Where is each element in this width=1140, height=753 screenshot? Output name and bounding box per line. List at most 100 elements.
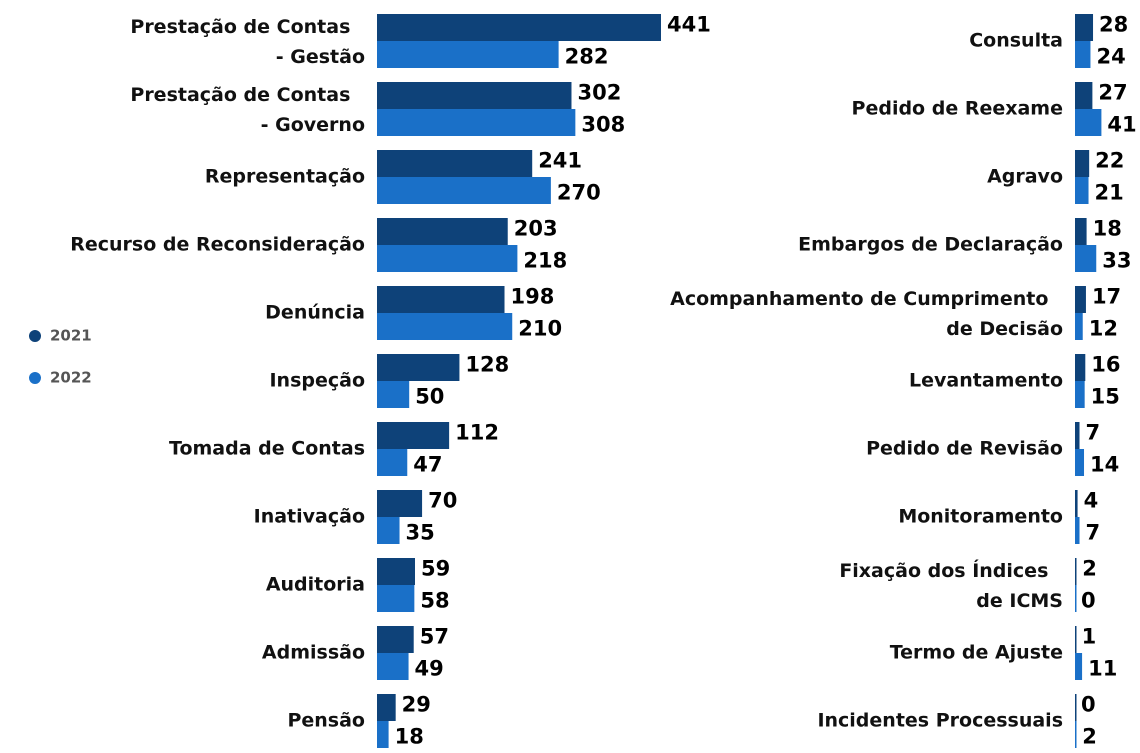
bar: [377, 218, 508, 245]
value-label: 59: [421, 557, 450, 581]
value-label: 4: [1084, 489, 1099, 513]
category-label: Agravo: [987, 166, 1063, 188]
category-label: Representação: [205, 166, 365, 188]
value-label: 198: [511, 285, 555, 309]
value-label: 14: [1090, 453, 1119, 477]
bar: [1075, 218, 1087, 245]
category-label: Auditoria: [266, 574, 365, 596]
value-label: 15: [1091, 385, 1120, 409]
value-label: 50: [415, 385, 444, 409]
value-label: 218: [523, 249, 567, 273]
legend-marker: [29, 330, 41, 342]
category-label: Pedido de Reexame: [852, 98, 1063, 120]
value-label: 18: [1093, 217, 1122, 241]
bar: [377, 150, 533, 177]
legend-label: 2021: [50, 327, 92, 345]
value-label: 57: [420, 625, 449, 649]
value-label: 241: [538, 149, 582, 173]
value-label: 58: [420, 589, 449, 613]
value-label: 302: [577, 81, 621, 105]
bar: [1075, 354, 1086, 381]
category-label: Admissão: [262, 642, 365, 664]
bar: [377, 490, 423, 517]
value-label: 21: [1095, 181, 1124, 205]
value-label: 35: [406, 521, 435, 545]
category-label: Inspeção: [269, 370, 365, 392]
bar: [1075, 558, 1077, 585]
category-label: Levantamento: [909, 370, 1063, 392]
bar: [377, 177, 551, 204]
value-label: 2: [1082, 725, 1097, 749]
value-label: 33: [1102, 249, 1131, 273]
value-label: 128: [465, 353, 509, 377]
value-label: 29: [402, 693, 431, 717]
value-label: 270: [557, 181, 601, 205]
value-label: 210: [518, 317, 562, 341]
bar: [1075, 41, 1091, 68]
bar: [377, 14, 661, 41]
category-label: Inativação: [254, 506, 365, 528]
category-label: Monitoramento: [898, 506, 1063, 528]
value-label: 22: [1095, 149, 1124, 173]
value-label: 24: [1096, 45, 1125, 69]
category-label: Prestação de Contas - Gestão: [130, 16, 365, 68]
category-label: Recurso de Reconsideração: [70, 234, 365, 256]
bar: [1075, 245, 1097, 272]
bar: [1075, 286, 1086, 313]
bar: [1075, 109, 1102, 136]
bar: [377, 245, 518, 272]
category-label: Tomada de Contas: [169, 438, 365, 460]
bar: [1075, 585, 1077, 612]
bar: [1075, 694, 1077, 721]
value-label: 1: [1082, 625, 1097, 649]
bar: [377, 313, 513, 340]
category-label: Termo de Ajuste: [890, 642, 1063, 664]
bar: [377, 41, 559, 68]
bar: [377, 82, 572, 109]
value-label: 7: [1086, 521, 1101, 545]
value-label: 41: [1107, 113, 1136, 137]
category-label: Consulta: [969, 30, 1063, 52]
value-label: 282: [565, 45, 609, 69]
value-label: 11: [1088, 657, 1117, 681]
bar: [377, 286, 505, 313]
value-label: 18: [395, 725, 424, 749]
bar: [377, 558, 415, 585]
bar: [1075, 82, 1093, 109]
bar: [377, 109, 576, 136]
bar: [377, 626, 414, 653]
bar: [1075, 313, 1083, 340]
value-label: 27: [1098, 81, 1127, 105]
bar: [1075, 721, 1077, 748]
value-label: 0: [1081, 589, 1096, 613]
value-label: 70: [428, 489, 457, 513]
legend-marker: [29, 372, 41, 384]
value-label: 28: [1099, 13, 1128, 37]
category-label: Fixação dos Índices de ICMS: [839, 559, 1063, 612]
bar: [1075, 653, 1083, 680]
legend-label: 2022: [50, 369, 92, 387]
bar: [1075, 449, 1085, 476]
value-label: 203: [514, 217, 558, 241]
bar: [377, 694, 396, 721]
bar: [377, 653, 409, 680]
bar: [1075, 626, 1077, 653]
bar: [1075, 422, 1080, 449]
value-label: 441: [667, 13, 711, 37]
bar: [1075, 150, 1090, 177]
category-label: Incidentes Processuais: [817, 710, 1063, 732]
value-label: 47: [413, 453, 442, 477]
bar: [377, 721, 389, 748]
category-label: Prestação de Contas - Governo: [130, 84, 365, 136]
bar: [377, 381, 410, 408]
bar: [377, 354, 460, 381]
bar: [377, 449, 408, 476]
bar: [377, 517, 400, 544]
value-label: 112: [455, 421, 499, 445]
value-label: 49: [415, 657, 444, 681]
category-label: Denúncia: [265, 302, 365, 324]
bar: [377, 422, 450, 449]
bar: [1075, 490, 1078, 517]
bar: [377, 585, 415, 612]
